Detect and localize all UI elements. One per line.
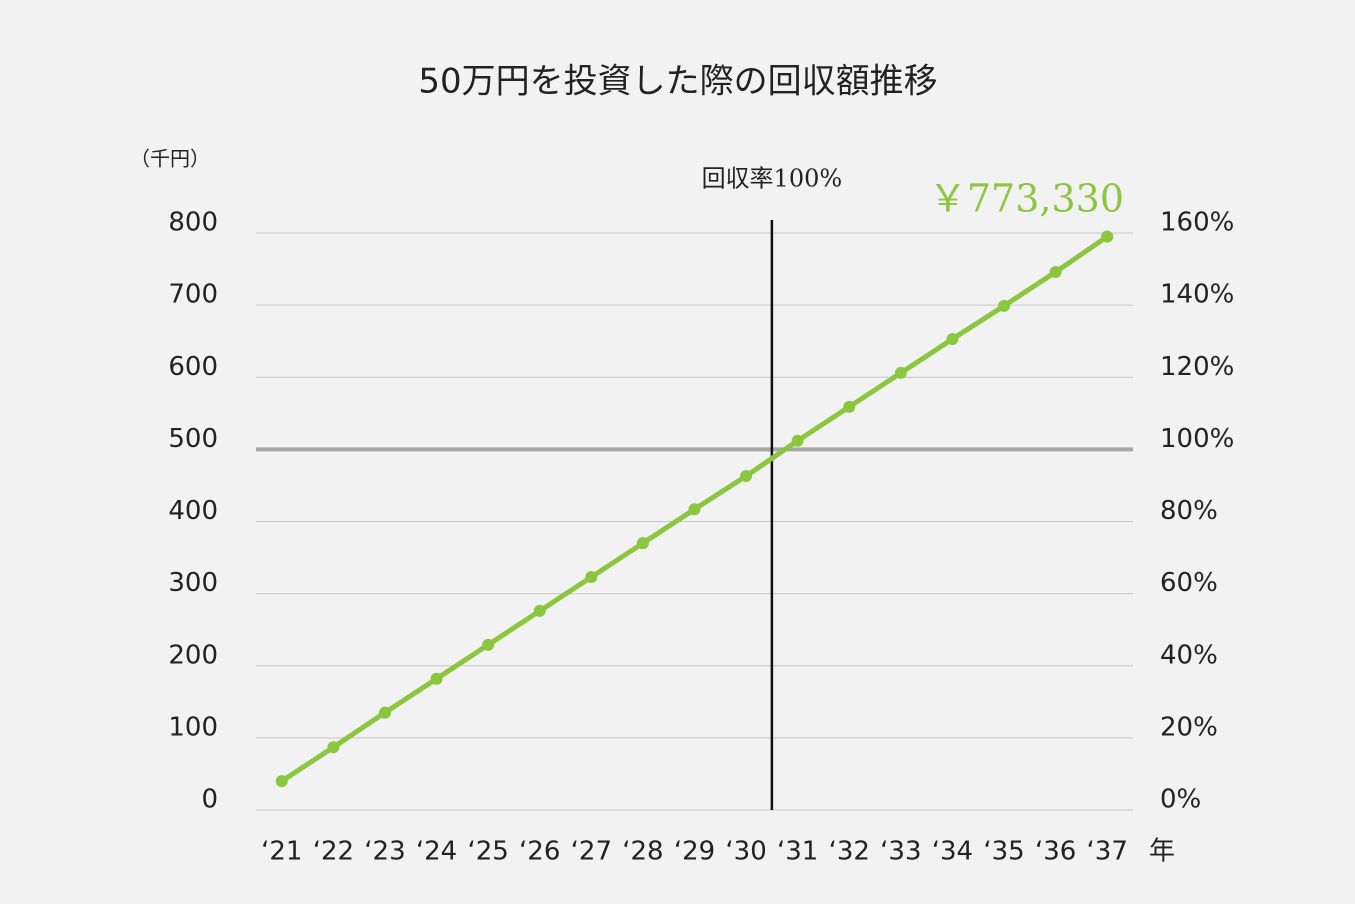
end-label: ￥773,330 <box>929 177 1124 221</box>
x-tick-label: ‘23 <box>364 837 405 867</box>
x-tick-label: ‘32 <box>829 837 870 867</box>
x-tick-label: ‘30 <box>725 837 766 867</box>
y-tick-label: 0 <box>201 785 218 815</box>
x-tick-label: ‘21 <box>261 837 302 867</box>
x-tick-label: ‘35 <box>983 837 1024 867</box>
x-tick-label: ‘37 <box>1087 837 1128 867</box>
y2-tick-label: 60% <box>1160 568 1218 598</box>
y-tick-label: 200 <box>168 640 218 670</box>
point <box>430 672 443 685</box>
point <box>482 638 495 651</box>
y2-tick-label: 80% <box>1160 496 1218 526</box>
point <box>585 571 598 584</box>
x-tick-label: ‘22 <box>313 837 354 867</box>
y2-tick-label: 20% <box>1160 712 1218 742</box>
x-axis-label: 年 <box>1149 837 1175 867</box>
y2-tick-label: 100% <box>1160 424 1234 454</box>
y2-tick-label: 140% <box>1160 280 1234 310</box>
y-tick-label: 300 <box>168 568 218 598</box>
x-tick-label: ‘24 <box>416 837 457 867</box>
point <box>791 434 804 447</box>
point <box>275 775 288 788</box>
x-tick-label: ‘27 <box>571 837 612 867</box>
y-axis-label: （千円） <box>130 147 210 171</box>
point <box>740 470 753 483</box>
point <box>1049 265 1062 278</box>
point <box>533 604 546 617</box>
x-tick-label: ‘36 <box>1035 837 1076 867</box>
point <box>894 366 907 379</box>
x-tick-label: ‘26 <box>519 837 560 867</box>
y-tick-label: 500 <box>168 424 218 454</box>
point <box>1101 230 1114 243</box>
x-tick-label: ‘33 <box>880 837 921 867</box>
y-tick-label: 600 <box>168 352 218 382</box>
x-tick-label: ‘34 <box>932 837 973 867</box>
chart-title: 50万円を投資した際の回収額推移 <box>418 62 937 102</box>
y-tick-label: 800 <box>168 208 218 238</box>
y2-tick-label: 160% <box>1160 208 1234 238</box>
point <box>843 400 856 413</box>
point <box>378 706 391 719</box>
point <box>998 299 1011 312</box>
x-tick-label: ‘29 <box>674 837 715 867</box>
y2-tick-label: 40% <box>1160 640 1218 670</box>
x-tick-label: ‘25 <box>467 837 508 867</box>
point <box>688 503 701 516</box>
point <box>636 537 649 550</box>
annotation: 回収率100% <box>702 165 843 193</box>
x-tick-label: ‘31 <box>777 837 818 867</box>
y-tick-label: 100 <box>168 712 218 742</box>
x-tick-label: ‘28 <box>622 837 663 867</box>
point <box>327 741 340 754</box>
y-tick-label: 700 <box>168 280 218 310</box>
point <box>946 333 959 346</box>
y2-tick-label: 0% <box>1160 785 1201 815</box>
y2-tick-label: 120% <box>1160 352 1234 382</box>
y-tick-label: 400 <box>168 496 218 526</box>
